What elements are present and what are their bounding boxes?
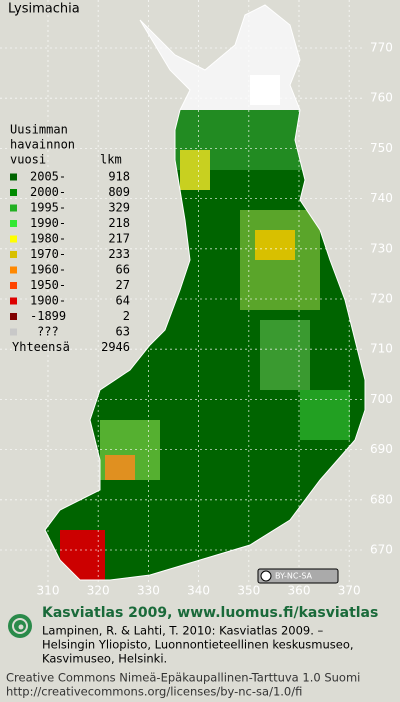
legend-swatch (10, 282, 17, 289)
y-tick-label: 670 (370, 543, 393, 557)
badge-text: BY-NC-SA (275, 572, 313, 581)
logo (8, 614, 32, 638)
legend-swatch (10, 173, 17, 181)
legend-swatch (10, 235, 17, 243)
x-tick-label: 320 (87, 584, 110, 598)
country-outline (44, 4, 366, 581)
legend-label: 1950- (30, 278, 66, 292)
legend-count: 2 (123, 309, 130, 323)
x-tick-label: 370 (338, 584, 361, 598)
legend-heading: Uusimman (10, 123, 68, 137)
legend-count: 329 (108, 201, 130, 215)
y-tick-label: 750 (370, 141, 393, 155)
legend-count: 64 (116, 294, 130, 308)
y-tick-label: 690 (370, 442, 393, 456)
legend-label: 1980- (30, 232, 66, 246)
x-tick-label: 360 (288, 584, 311, 598)
footer-heading: Kasviatlas 2009, www.luomus.fi/kasviatla… (42, 605, 378, 621)
legend-swatch (10, 189, 17, 196)
legend-count: 63 (116, 325, 130, 339)
legend-label: 1960- (30, 263, 66, 277)
legend-count: 918 (108, 170, 130, 184)
legend-label: 1990- (30, 216, 66, 230)
legend-label: 2000- (30, 185, 66, 199)
legend-total-label: Yhteensä (12, 340, 70, 354)
legend-swatch (10, 204, 17, 212)
y-tick-label: 760 (370, 91, 393, 105)
license-line: Creative Commons Nimeä-Epäkaupallinen-Ta… (6, 671, 360, 685)
x-tick-label: 350 (237, 584, 260, 598)
legend-total: 2946 (101, 340, 130, 354)
legend-label: 2005- (30, 170, 66, 184)
legend-count-heading: lkm (100, 153, 122, 167)
legend-count: 66 (116, 263, 130, 277)
license-badge: BY-NC-SA (257, 568, 339, 584)
legend-swatch (10, 266, 17, 274)
y-tick-label: 710 (370, 342, 393, 356)
legend-label: 1970- (30, 247, 66, 261)
legend-count: 27 (116, 278, 130, 292)
legend-label: 1995- (30, 201, 66, 215)
legend-swatch (10, 328, 17, 336)
y-tick-label: 700 (370, 392, 393, 406)
license-line: http://creativecommons.org/licenses/by-n… (6, 685, 302, 699)
legend-count: 217 (108, 232, 130, 246)
citation-line: Kasvimuseo, Helsinki. (42, 652, 167, 666)
legend-swatch (10, 297, 17, 305)
legend-count: 218 (108, 216, 130, 230)
y-tick-label: 720 (370, 292, 393, 306)
legend-count: 233 (108, 247, 130, 261)
legend-label: -1899 (30, 309, 66, 323)
grid: 770 760 750 740 730 720 710 700 690 680 670 310 320 3… (0, 0, 393, 598)
legend-label: ??? (37, 325, 59, 339)
x-tick-label: 330 (137, 584, 160, 598)
legend-heading: havainnon (10, 138, 75, 152)
legend-swatch (10, 220, 17, 227)
y-tick-label: 740 (370, 191, 393, 205)
y-tick-label: 770 (370, 41, 393, 55)
citation-line: Helsingin Yliopisto, Luonnontieteellinen… (42, 638, 354, 652)
legend-label: 1900- (30, 294, 66, 308)
x-tick-label: 340 (187, 584, 210, 598)
y-tick-label: 680 (370, 492, 393, 506)
legend-count: 809 (108, 185, 130, 199)
citation-line: Lampinen, R. & Lahti, T. 2010: Kasviatla… (42, 624, 324, 638)
x-tick-label: 310 (37, 584, 60, 598)
legend-swatch (10, 251, 17, 258)
map-title: Lysimachia (8, 2, 80, 17)
legend-swatch (10, 313, 17, 320)
legend-heading: vuosi (10, 153, 46, 167)
y-tick-label: 730 (370, 241, 393, 255)
